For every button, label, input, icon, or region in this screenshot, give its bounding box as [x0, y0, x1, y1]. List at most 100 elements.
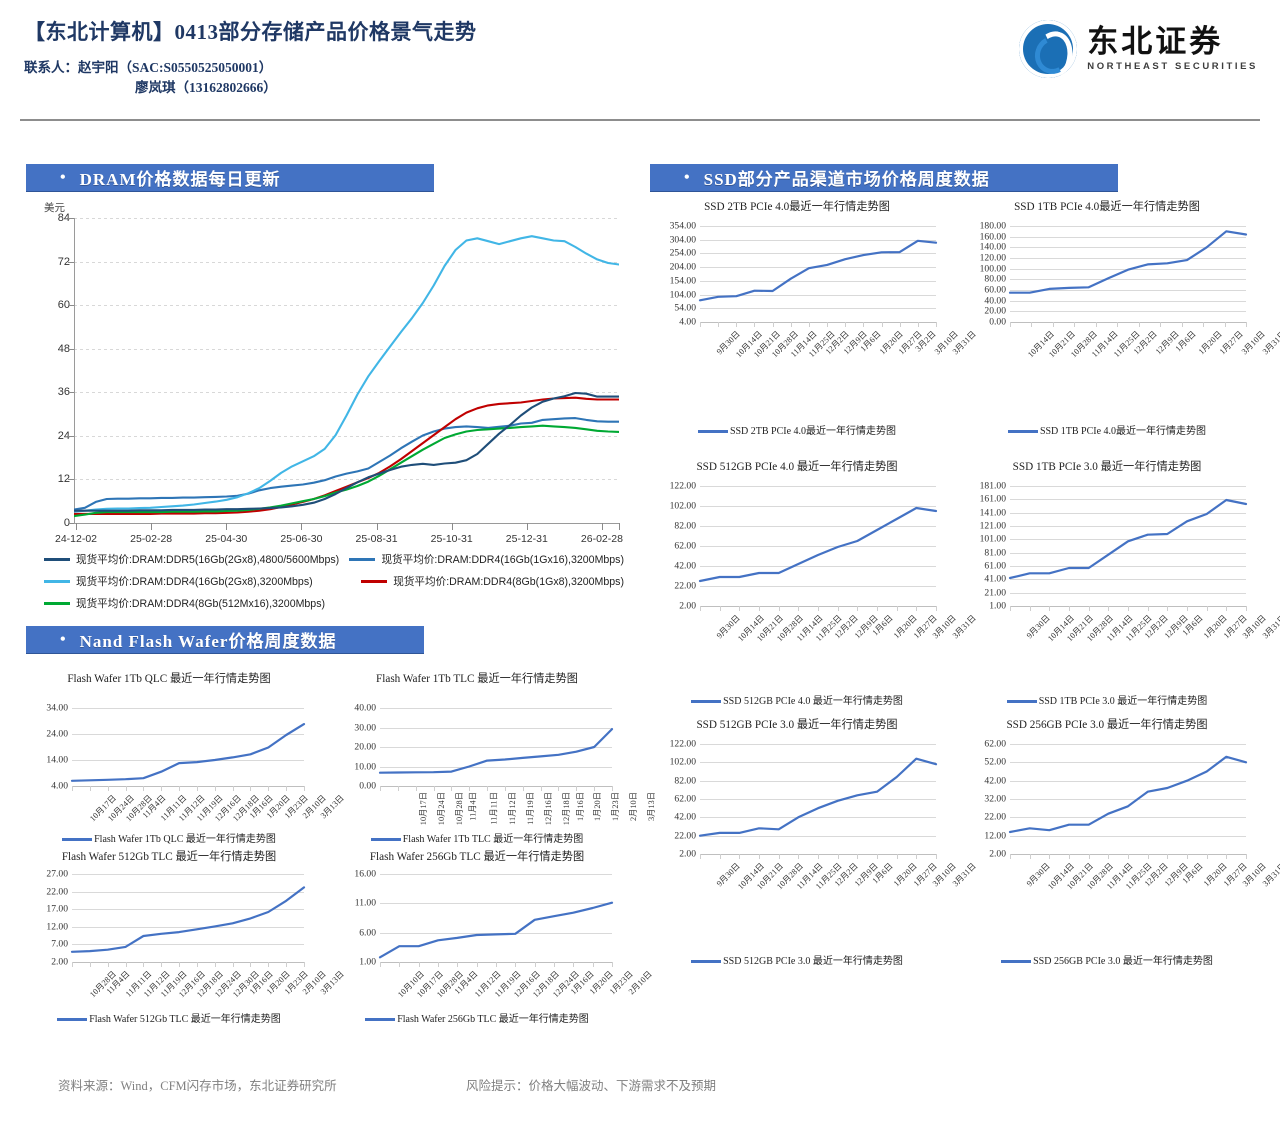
- mini-gridline: [1010, 552, 1246, 554]
- mini-x-tickmark: [1187, 606, 1188, 611]
- mini-x-tickmark: [1246, 606, 1247, 611]
- mini-y-tick: 7.00: [51, 938, 68, 950]
- mini-x-tickmark: [1029, 854, 1031, 859]
- chart-ssd-512gb-pcie40: SSD 512GB PCIe 4.0 最近一年行情走势图 2.00 22.00 42.…: [652, 460, 978, 707]
- mini-x-tickmark: [917, 322, 919, 327]
- mini-x-tick: 1月23日: [611, 792, 621, 822]
- mini-chart-legend: Flash Wafer 512Gb TLC 最近一年行情走势图: [28, 1010, 310, 1025]
- mini-chart-title: Flash Wafer 256Gb TLC 最近一年行情走势图: [369, 851, 585, 863]
- mini-y-tick: 204.00: [669, 261, 696, 273]
- mini-x-tickmark: [268, 786, 270, 791]
- mini-x-tickmark: [232, 786, 234, 791]
- mini-x-tickmark: [418, 962, 420, 967]
- mini-x-tickmark: [1117, 322, 1119, 327]
- dram-y-tickmark: [68, 392, 74, 394]
- mini-plot-area: 4.00 14.00 24.00 34.00: [46, 703, 304, 792]
- mini-series-line: [1010, 757, 1246, 832]
- mini-y-tick: 100.00: [979, 263, 1006, 275]
- dram-x-tickmark: [526, 523, 528, 530]
- mini-x-tickmark: [594, 786, 596, 791]
- mini-x-tickmark: [736, 322, 738, 327]
- mini-plot-area: 0.00 10.00 20.00 30.00 40.00: [354, 703, 612, 792]
- dram-y-tickmark: [68, 479, 74, 481]
- mini-x-tickmark: [554, 962, 555, 967]
- mini-x-tickmark: [700, 322, 701, 327]
- mini-chart-title: SSD 512GB PCIe 3.0 最近一年行情走势图: [696, 719, 898, 731]
- mini-y-tick: 60.00: [984, 284, 1006, 296]
- mini-y-tick: 4.00: [679, 316, 696, 328]
- mini-gridline: [1010, 499, 1246, 501]
- mini-y-tick: 21.00: [984, 587, 1006, 599]
- mini-x-tickmark: [700, 606, 701, 611]
- mini-y-tick: 27.00: [46, 868, 68, 880]
- logo-name-en: NORTHEAST SECURITIES: [1087, 61, 1258, 73]
- mini-x-tickmark: [1128, 854, 1129, 859]
- mini-y-tick: 82.00: [674, 775, 696, 787]
- legend-swatch-icon: [365, 1018, 396, 1022]
- mini-chart-legend: Flash Wafer 1Tb TLC 最近一年行情走势图: [336, 830, 618, 845]
- dram-series-line: [74, 393, 619, 511]
- chart-flash-1tb-tlc: Flash Wafer 1Tb TLC 最近一年行情走势图 0.00 10.00 20…: [336, 672, 656, 845]
- mini-x-tickmark: [304, 786, 305, 791]
- mini-gridline: [1010, 311, 1246, 313]
- mini-gridline: [1010, 512, 1246, 514]
- mini-y-tick: 154.00: [669, 275, 696, 287]
- mini-gridline: [700, 226, 936, 227]
- mini-x-tickmark: [718, 322, 720, 327]
- mini-gridline: [380, 786, 612, 787]
- mini-x-tickmark: [857, 606, 859, 611]
- dram-legend-label: 现货平均价:DRAM:DDR4(8Gb(1Gx8),3200Mbps): [393, 576, 624, 588]
- header-divider: [20, 119, 1260, 121]
- mini-y-tick: 181.00: [979, 480, 1006, 492]
- mini-y-tick: 34.00: [46, 702, 68, 714]
- dram-gridline: [74, 305, 619, 307]
- mini-x-tickmark: [719, 606, 721, 611]
- mini-x-tickmark: [1226, 606, 1228, 611]
- mini-chart-title: SSD 2TB PCIe 4.0最近一年行情走势图: [704, 201, 890, 213]
- mini-x-tickmark: [818, 606, 819, 611]
- mini-x-tickmark: [214, 962, 216, 967]
- mini-x-tickmark: [612, 962, 613, 967]
- mini-x-tickmark: [504, 786, 506, 791]
- mini-gridline: [700, 566, 936, 567]
- mini-x-tickmark: [877, 854, 878, 859]
- legend-swatch-icon: [1006, 700, 1037, 704]
- mini-chart-legend: SSD 256GB PCIe 3.0 最近一年行情走势图: [962, 952, 1252, 967]
- dram-gridline: [74, 261, 619, 263]
- dram-y-tickmark: [68, 348, 74, 350]
- mini-chart-title: SSD 1TB PCIe 3.0 最近一年行情走势图: [1012, 461, 1202, 473]
- mini-x-tickmark: [1010, 854, 1011, 859]
- dram-x-tickmark: [301, 523, 303, 530]
- dram-legend-row: 现货平均价:DRAM:DDR4(8Gb(512Mx16),3200Mbps): [44, 596, 624, 611]
- mini-legend-label: SSD 1TB PCIe 3.0 最近一年行情走势图: [1038, 696, 1208, 707]
- mini-x-tickmark: [916, 854, 918, 859]
- mini-gridline: [72, 708, 304, 709]
- mini-y-tick: 17.00: [46, 903, 68, 915]
- mini-gridline: [1010, 539, 1246, 541]
- mini-y-tick: 40.00: [354, 702, 376, 714]
- dram-gridline: [74, 392, 619, 394]
- mini-y-tick: 82.00: [674, 520, 696, 532]
- mini-y-tick: 141.00: [979, 507, 1006, 519]
- mini-y-tick: 32.00: [984, 793, 1006, 805]
- dram-gridline: [74, 348, 619, 350]
- mini-x-tickmark: [700, 854, 701, 859]
- mini-gridline: [380, 727, 612, 729]
- mini-x-tick: 11月12日: [508, 792, 518, 825]
- mini-y-tick: 102.00: [669, 500, 696, 512]
- mini-gridline: [700, 835, 936, 837]
- mini-x-tickmark: [778, 854, 780, 859]
- mini-plot-area: 0.00 20.00 40.00 60.00 80.00 100.00 120.00 140.…: [980, 221, 1246, 328]
- dram-legend-label: 现货平均价:DRAM:DDR5(16Gb(2Gx8),4800/5600Mbps…: [76, 554, 340, 566]
- mini-y-tick: 0.00: [989, 316, 1006, 328]
- mini-y-tick: 104.00: [669, 289, 696, 301]
- mini-x-tick: 11月19日: [525, 792, 535, 825]
- mini-chart-legend: Flash Wafer 1Tb QLC 最近一年行情走势图: [28, 830, 310, 845]
- mini-x-tickmark: [759, 854, 760, 859]
- mini-series-svg: [72, 874, 304, 962]
- mini-x-tickmark: [399, 962, 401, 967]
- mini-x-tickmark: [798, 854, 800, 859]
- mini-x-tickmark: [476, 962, 478, 967]
- mini-x-tickmark: [808, 322, 810, 327]
- mini-x-tickmark: [558, 786, 560, 791]
